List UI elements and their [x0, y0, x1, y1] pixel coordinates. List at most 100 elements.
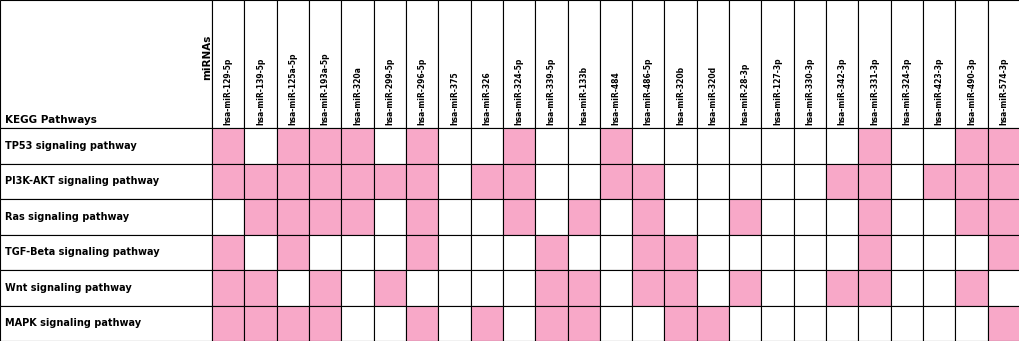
Bar — [535, 270, 567, 306]
Bar — [245, 235, 276, 270]
Bar — [373, 270, 406, 306]
Bar — [309, 128, 341, 163]
Bar — [761, 270, 793, 306]
Bar — [567, 163, 599, 199]
Bar — [406, 270, 438, 306]
Bar — [696, 306, 729, 341]
Bar — [632, 199, 663, 235]
Bar — [309, 306, 341, 341]
Text: hsa-miR-330-3p: hsa-miR-330-3p — [805, 57, 813, 124]
Bar — [729, 128, 761, 163]
Bar — [341, 163, 373, 199]
Bar — [438, 163, 470, 199]
Bar — [632, 163, 663, 199]
Bar — [955, 235, 986, 270]
Bar — [858, 270, 890, 306]
Bar — [212, 306, 245, 341]
Text: hsa-miR-133b: hsa-miR-133b — [579, 65, 588, 124]
Bar — [955, 199, 986, 235]
Text: miRNAs: miRNAs — [202, 35, 212, 80]
Bar — [309, 0, 341, 128]
Bar — [986, 235, 1019, 270]
Bar — [470, 270, 502, 306]
Bar — [245, 270, 276, 306]
Bar — [502, 235, 535, 270]
Text: hsa-miR-320d: hsa-miR-320d — [708, 65, 716, 124]
Bar — [406, 128, 438, 163]
Text: hsa-miR-484: hsa-miR-484 — [611, 71, 620, 124]
Bar — [438, 128, 470, 163]
Bar — [729, 306, 761, 341]
Bar — [696, 128, 729, 163]
Bar — [309, 199, 341, 235]
Bar — [729, 0, 761, 128]
Bar — [535, 128, 567, 163]
Bar — [632, 0, 663, 128]
Bar — [599, 235, 632, 270]
Bar — [922, 128, 955, 163]
Bar — [567, 199, 599, 235]
Text: hsa-miR-299-5p: hsa-miR-299-5p — [385, 57, 394, 124]
Bar — [696, 0, 729, 128]
Bar — [599, 163, 632, 199]
Bar — [922, 270, 955, 306]
Bar — [276, 128, 309, 163]
Bar — [406, 163, 438, 199]
Bar — [729, 270, 761, 306]
Bar — [761, 235, 793, 270]
Bar — [696, 235, 729, 270]
Bar — [341, 306, 373, 341]
Bar — [761, 163, 793, 199]
Bar — [858, 0, 890, 128]
Bar — [245, 0, 276, 128]
Bar — [276, 235, 309, 270]
Bar — [567, 306, 599, 341]
Bar — [858, 306, 890, 341]
Bar — [406, 306, 438, 341]
Bar — [825, 306, 858, 341]
Bar — [276, 306, 309, 341]
Text: hsa-miR-320b: hsa-miR-320b — [676, 65, 685, 124]
Bar — [535, 163, 567, 199]
Bar — [535, 0, 567, 128]
Bar — [922, 306, 955, 341]
Bar — [922, 0, 955, 128]
Bar — [858, 199, 890, 235]
Bar — [793, 270, 825, 306]
Bar — [663, 0, 696, 128]
Bar — [245, 199, 276, 235]
Bar — [245, 128, 276, 163]
Bar — [502, 128, 535, 163]
Bar — [0, 163, 212, 199]
Bar — [438, 235, 470, 270]
Bar — [663, 306, 696, 341]
Text: hsa-miR-324-5p: hsa-miR-324-5p — [514, 57, 523, 124]
Bar — [793, 163, 825, 199]
Bar — [761, 306, 793, 341]
Bar — [599, 270, 632, 306]
Bar — [761, 199, 793, 235]
Bar — [341, 270, 373, 306]
Bar — [825, 0, 858, 128]
Bar — [986, 0, 1019, 128]
Bar — [761, 0, 793, 128]
Bar — [0, 128, 212, 163]
Bar — [696, 163, 729, 199]
Bar — [729, 235, 761, 270]
Bar — [309, 235, 341, 270]
Bar — [276, 199, 309, 235]
Bar — [245, 306, 276, 341]
Text: hsa-miR-375: hsa-miR-375 — [449, 71, 459, 124]
Bar — [341, 0, 373, 128]
Bar — [470, 128, 502, 163]
Bar — [922, 235, 955, 270]
Bar — [599, 199, 632, 235]
Text: Ras signaling pathway: Ras signaling pathway — [5, 212, 129, 222]
Bar — [955, 306, 986, 341]
Text: hsa-miR-139-5p: hsa-miR-139-5p — [256, 57, 265, 124]
Bar — [599, 128, 632, 163]
Bar — [761, 128, 793, 163]
Bar — [599, 306, 632, 341]
Bar — [0, 235, 212, 270]
Bar — [825, 199, 858, 235]
